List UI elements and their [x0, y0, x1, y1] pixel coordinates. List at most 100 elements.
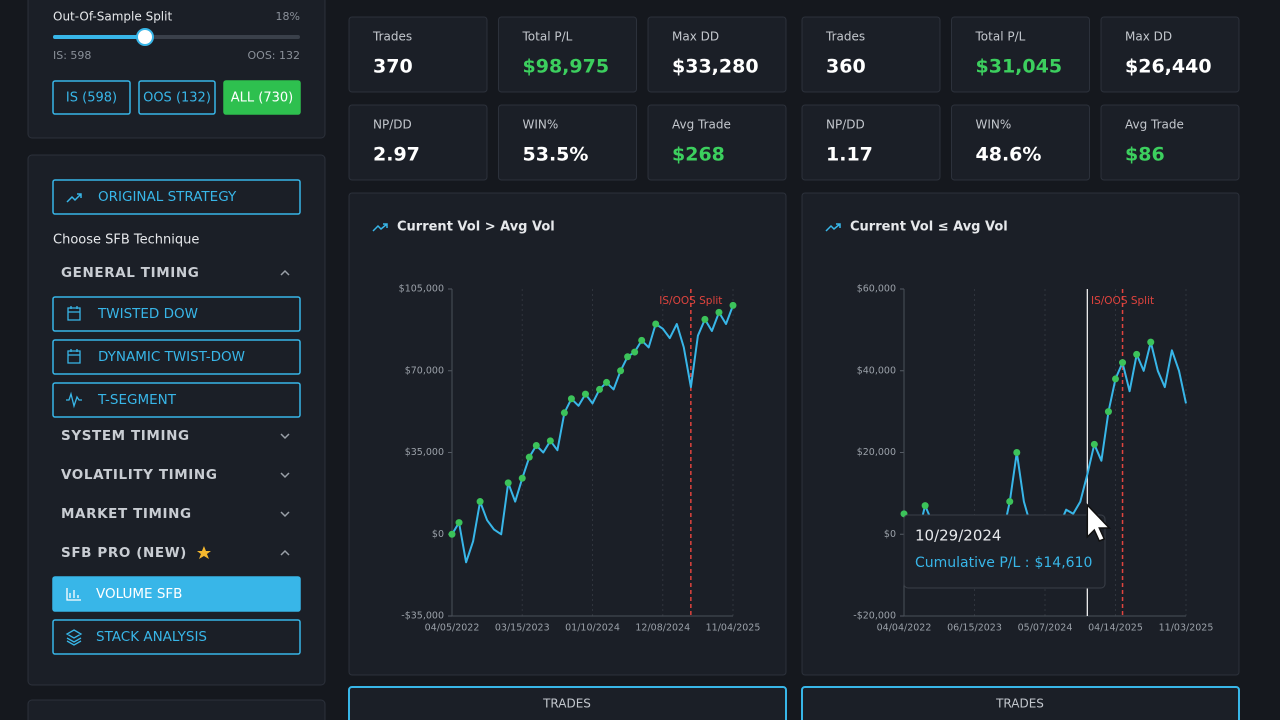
stat-label: WIN% [976, 118, 1012, 132]
panel-tab-label: TRADES [542, 697, 591, 711]
stat-value: $26,440 [1125, 56, 1212, 78]
stat-card [951, 16, 1090, 93]
technique-button[interactable] [52, 296, 301, 332]
x-tick-label: 11/03/2025 [1159, 623, 1214, 634]
slider-thumb[interactable] [136, 28, 154, 46]
stat-value: 1.17 [826, 144, 873, 166]
stat-label: Avg Trade [1125, 118, 1184, 132]
technique-icon [67, 349, 81, 364]
split-percent: 18% [276, 10, 300, 23]
panel-tab[interactable] [348, 686, 787, 720]
technique-icon [66, 391, 82, 409]
technique-label: DYNAMIC TWIST-DOW [98, 349, 245, 365]
new-high-marker [1104, 408, 1112, 416]
tooltip-value: $14,610 [1034, 555, 1092, 571]
technique-label: STACK ANALYSIS [96, 629, 207, 645]
group-title[interactable]: SYSTEM TIMING [61, 428, 190, 444]
trend-icon [66, 193, 82, 203]
new-high-marker [617, 367, 625, 375]
x-tick-label: 01/10/2024 [565, 623, 620, 634]
x-tick-label: 11/04/2025 [706, 623, 761, 634]
new-high-marker [448, 530, 456, 538]
x-tick-label: 06/15/2023 [947, 623, 1002, 634]
chart-icon [825, 223, 841, 232]
filter-label: OOS (132) [143, 91, 211, 106]
technique-button[interactable] [52, 576, 301, 612]
sidebar-card [27, 154, 326, 686]
stat-value: 2.97 [373, 144, 420, 166]
stat-card [1100, 16, 1240, 93]
new-high-marker [715, 308, 723, 316]
chevron [280, 549, 290, 556]
tooltip-title: 10/29/2024 [915, 527, 1001, 545]
equity-line [451, 305, 734, 564]
group-title[interactable]: GENERAL TIMING [61, 265, 199, 281]
chart-title: Current Vol ≤ Avg Vol [850, 220, 1008, 235]
stat-value: 370 [373, 56, 413, 78]
filter-button[interactable] [52, 80, 131, 115]
chevron [280, 511, 290, 518]
new-high-marker [504, 479, 512, 487]
technique-button[interactable] [52, 339, 301, 375]
original-strategy-button[interactable] [52, 179, 301, 215]
mouse-cursor [1086, 503, 1112, 542]
slider-fill [53, 35, 145, 39]
stat-label: Max DD [1125, 30, 1172, 44]
x-tick-label: 12/08/2024 [635, 623, 690, 634]
is-count: IS: 598 [53, 49, 91, 62]
new-high-marker [560, 409, 568, 417]
star-icon [196, 546, 211, 559]
chart-panel [348, 192, 787, 676]
stat-label: Trades [372, 30, 412, 44]
new-high-marker [1112, 375, 1119, 383]
new-high-marker [518, 474, 526, 482]
split-label: IS/OOS Split [659, 295, 722, 307]
stat-card [348, 16, 488, 93]
group-title[interactable]: MARKET TIMING [61, 506, 192, 522]
new-high-marker [581, 390, 589, 398]
stat-card [801, 16, 941, 93]
stat-card [647, 104, 787, 181]
y-tick-label: $35,000 [405, 447, 444, 458]
filter-button[interactable] [223, 80, 301, 115]
new-high-marker [729, 301, 737, 309]
panel-tab[interactable] [801, 686, 1240, 720]
stat-value: $268 [672, 144, 725, 166]
technique-label: TWISTED DOW [97, 306, 198, 322]
technique-icon [66, 588, 81, 601]
filter-label: ALL (730) [231, 91, 293, 106]
new-high-marker [638, 336, 646, 344]
technique-icon [67, 306, 81, 321]
new-high-marker [1133, 350, 1141, 358]
chart-title: Current Vol > Avg Vol [397, 220, 555, 235]
stat-value: 360 [826, 56, 866, 78]
panel-tab-label: TRADES [995, 697, 1044, 711]
stat-label: NP/DD [826, 118, 865, 132]
chevron [280, 433, 290, 440]
stat-label: Total P/L [522, 30, 573, 44]
chevron [280, 472, 290, 479]
new-high-marker [1147, 338, 1155, 346]
sidebar-card [27, 699, 326, 720]
y-tick-label: $105,000 [399, 284, 444, 295]
filter-button[interactable] [138, 80, 216, 115]
stat-value: $33,280 [672, 56, 759, 78]
new-high-marker [596, 385, 604, 393]
technique-label: T-SEGMENT [97, 392, 177, 408]
y-tick-label: $0 [432, 529, 444, 540]
stat-card [647, 16, 787, 93]
stat-card [498, 16, 637, 93]
group-title[interactable]: VOLATILITY TIMING [61, 467, 218, 483]
technique-button[interactable] [52, 619, 301, 655]
new-high-marker [455, 519, 463, 527]
y-tick-label: $70,000 [405, 365, 444, 376]
new-high-marker [1090, 440, 1098, 448]
new-high-marker [525, 453, 533, 461]
y-tick-label: -$20,000 [853, 611, 896, 622]
technique-button[interactable] [52, 382, 301, 418]
group-title[interactable]: SFB PRO (NEW) [61, 545, 187, 561]
y-tick-label: $60,000 [857, 284, 896, 295]
new-high-marker [476, 498, 484, 506]
x-tick-label: 04/14/2025 [1088, 623, 1143, 634]
